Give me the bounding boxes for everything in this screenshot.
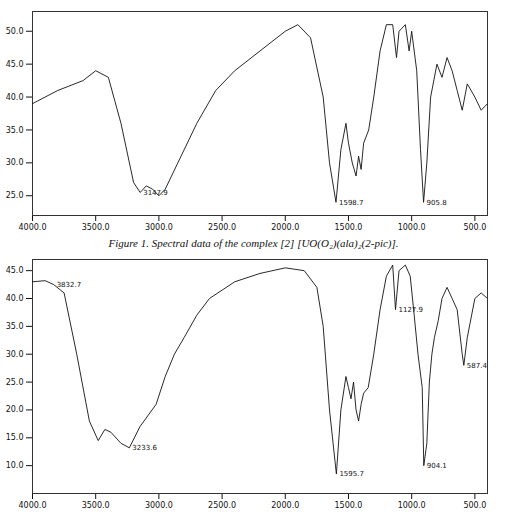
svg-text:500.0: 500.0 [463,223,486,232]
svg-text:40.0: 40.0 [6,294,24,303]
svg-text:3233.6: 3233.6 [132,444,157,452]
svg-text:2000.0: 2000.0 [271,223,299,232]
svg-text:20.0: 20.0 [6,405,24,414]
svg-text:1000.0: 1000.0 [398,223,426,232]
svg-text:905.8: 905.8 [427,199,447,207]
svg-text:904.1: 904.1 [427,462,447,470]
svg-text:15.0: 15.0 [6,433,24,442]
svg-text:500.0: 500.0 [463,501,486,510]
svg-text:35.0: 35.0 [6,126,24,135]
svg-text:1598.7: 1598.7 [339,199,364,207]
svg-text:2500.0: 2500.0 [208,501,236,510]
svg-text:45.0: 45.0 [6,266,24,275]
svg-text:1500.0: 1500.0 [334,501,362,510]
svg-text:1000.0: 1000.0 [398,501,426,510]
html-text:Figure 1. Spectral data of the: Figure 1. Spectral data of the complex [… [108,237,399,249]
svg-text:3000.0: 3000.0 [145,501,173,510]
svg-text:3000.0: 3000.0 [145,223,173,232]
svg-text:50.0: 50.0 [6,27,24,36]
svg-text:3147.9: 3147.9 [143,189,168,197]
svg-text:30.0: 30.0 [6,350,24,359]
svg-text:10.0: 10.0 [6,461,24,470]
svg-text:3832.7: 3832.7 [57,281,82,289]
svg-text:45.0: 45.0 [6,60,24,69]
svg-text:2000.0: 2000.0 [271,501,299,510]
svg-text:3500.0: 3500.0 [82,501,110,510]
svg-text:30.0: 30.0 [6,158,24,167]
svg-text:40.0: 40.0 [6,93,24,102]
svg-text:1500.0: 1500.0 [334,223,362,232]
svg-text:4000.0: 4000.0 [19,501,47,510]
svg-text:3500.0: 3500.0 [82,223,110,232]
svg-text:587.4: 587.4 [467,362,488,370]
svg-text:25.0: 25.0 [6,191,24,200]
svg-text:2500.0: 2500.0 [208,223,236,232]
svg-text:1127.9: 1127.9 [399,306,424,314]
svg-text:25.0: 25.0 [6,378,24,387]
svg-text:35.0: 35.0 [6,322,24,331]
svg-text:1595.7: 1595.7 [339,470,364,478]
svg-text:4000.0: 4000.0 [19,223,47,232]
